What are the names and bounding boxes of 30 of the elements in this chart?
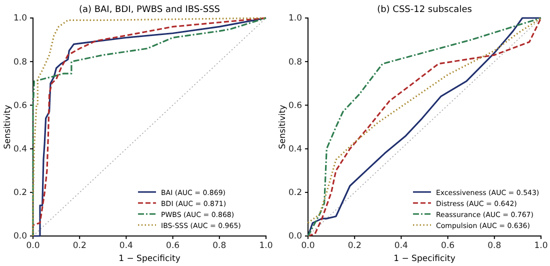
x-tick-label: 1.0 — [534, 241, 548, 252]
y-tick-label: 0.4 — [13, 144, 27, 155]
chart-title: (a) BAI, BDI, PWBS and IBS-SSS — [78, 5, 220, 15]
x-tick-label: 0.2 — [72, 241, 86, 252]
y-tick-label: 1.0 — [288, 14, 302, 24]
x-axis-title: 1 − Specificity — [394, 254, 456, 264]
x-tick-label: 0.4 — [394, 241, 408, 252]
y-tick-label: 0.4 — [288, 144, 302, 155]
y-axis-title: Sensitivity — [278, 104, 288, 150]
x-tick-label: 0.8 — [488, 241, 502, 252]
y-tick-label: 1.0 — [13, 14, 27, 24]
y-tick-label: 0.8 — [13, 57, 27, 68]
x-tick-label: 0.4 — [119, 241, 133, 252]
x-tick-label: 0.0 — [301, 241, 315, 252]
y-tick-label: 0.6 — [13, 100, 27, 111]
x-tick-label: 0.2 — [348, 241, 362, 252]
y-tick-label: 0.0 — [13, 232, 27, 242]
x-tick-label: 0.8 — [212, 241, 226, 252]
x-axis-title: 1 − Specificity — [118, 254, 180, 264]
x-tick-label: 0.0 — [26, 241, 40, 252]
y-tick-label: 0.0 — [288, 232, 302, 242]
y-tick-label: 0.8 — [288, 57, 302, 68]
y-axis-title: Sensitivity — [3, 104, 13, 150]
y-tick-label: 0.6 — [288, 100, 302, 111]
chart-title: (b) CSS-12 subscales — [377, 5, 472, 15]
x-tick-label: 0.6 — [166, 241, 180, 252]
y-tick-label: 0.2 — [13, 188, 27, 198]
y-tick-label: 0.2 — [288, 188, 302, 198]
x-tick-label: 1.0 — [259, 241, 273, 252]
x-tick-label: 0.6 — [441, 241, 455, 252]
